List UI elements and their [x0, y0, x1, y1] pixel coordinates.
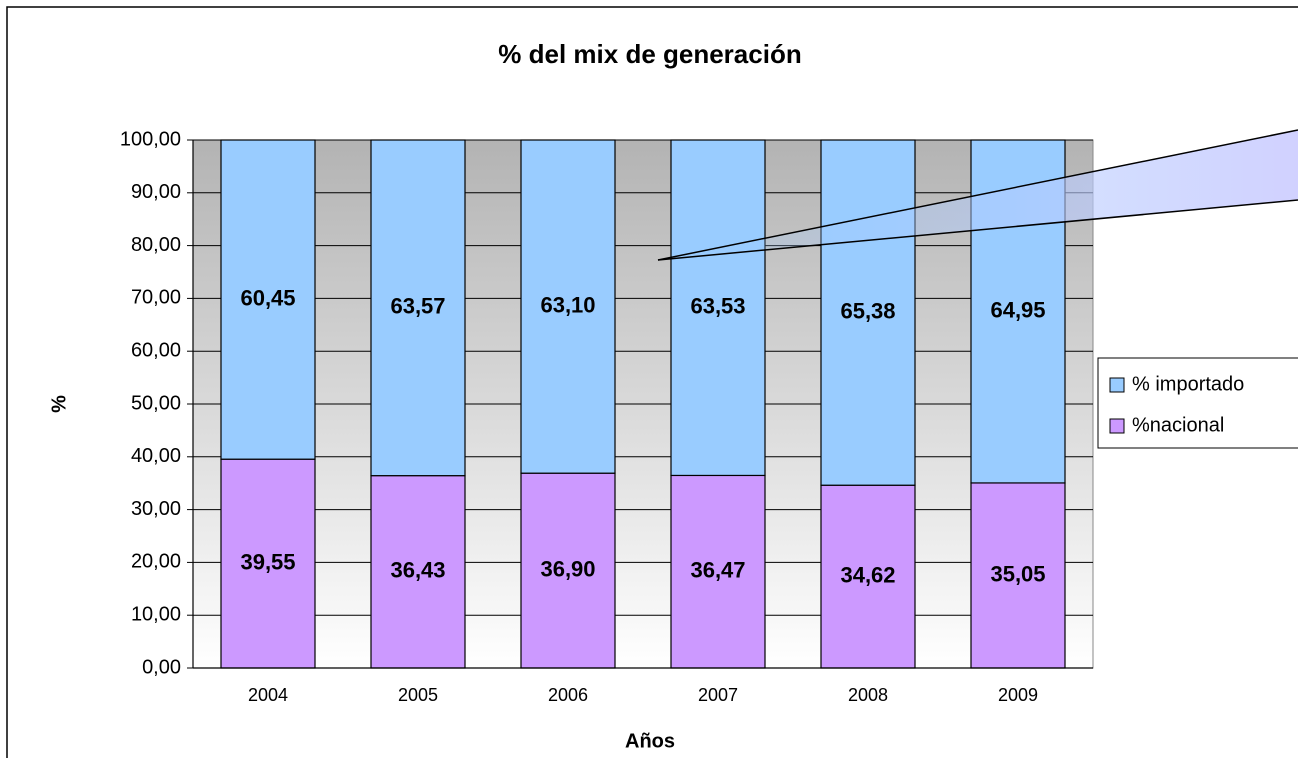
value-label: 36,43	[390, 558, 445, 583]
legend-swatch	[1109, 418, 1125, 434]
value-label: 60,45	[240, 285, 295, 310]
bar-segment	[220, 458, 316, 669]
value-label: 34,62	[840, 562, 895, 587]
bar-segment	[670, 474, 766, 669]
callout-line	[657, 129, 1298, 261]
bar-segment	[820, 484, 916, 669]
x-tick-label: 2004	[248, 685, 288, 705]
legend: % importado %nacional	[1109, 373, 1244, 436]
bar-segment	[370, 475, 466, 669]
value-label: 39,55	[240, 549, 295, 574]
bar-segment	[820, 139, 916, 486]
y-tick-label: 30,00	[131, 498, 181, 520]
bar-segment	[520, 139, 616, 474]
bars: 39,55 60,45 36,43 63,57 36,90 63,10 36,47 63,53…	[220, 139, 1066, 669]
bar-segment	[520, 472, 616, 669]
x-tick-label: 2007	[698, 685, 738, 705]
x-tick-label: 2009	[998, 685, 1038, 705]
x-tick-label: 2008	[848, 685, 888, 705]
y-tick-label: 100,00	[120, 128, 181, 150]
value-label: 63,10	[540, 292, 595, 317]
bar-segment	[370, 139, 466, 477]
y-tick-label: 70,00	[131, 287, 181, 309]
y-tick-label: 10,00	[131, 603, 181, 625]
value-label: 65,38	[840, 298, 895, 323]
legend-label: % importado	[1132, 373, 1244, 395]
value-label: 63,53	[690, 294, 745, 319]
y-tick-label: 60,00	[131, 339, 181, 361]
value-label: 35,05	[990, 561, 1045, 586]
grid	[187, 139, 1093, 669]
value-label: 63,57	[390, 294, 445, 319]
y-axis-title: %	[48, 395, 70, 413]
legend-box	[1097, 357, 1298, 449]
bar-segment	[220, 139, 316, 460]
y-tick-label: 40,00	[131, 445, 181, 467]
bar-segment	[970, 482, 1066, 669]
y-tick-label: 90,00	[131, 181, 181, 203]
x-tick-label: 2006	[548, 685, 588, 705]
y-tick-label: 20,00	[131, 551, 181, 573]
value-label: 36,90	[540, 556, 595, 581]
value-label: 64,95	[990, 297, 1045, 322]
value-label: 36,47	[690, 558, 745, 583]
legend-swatch	[1109, 377, 1125, 393]
bar-segment	[670, 139, 766, 477]
y-tick-label: 50,00	[131, 392, 181, 414]
legend-label: %nacional	[1132, 414, 1224, 436]
callout-line	[657, 199, 1298, 261]
x-tick-label: 2005	[398, 685, 438, 705]
x-axis-title: Años	[625, 730, 675, 752]
chart-title: % del mix de generación	[498, 39, 801, 69]
y-tick-label: 0,00	[142, 656, 181, 678]
y-tick-label: 80,00	[131, 234, 181, 256]
